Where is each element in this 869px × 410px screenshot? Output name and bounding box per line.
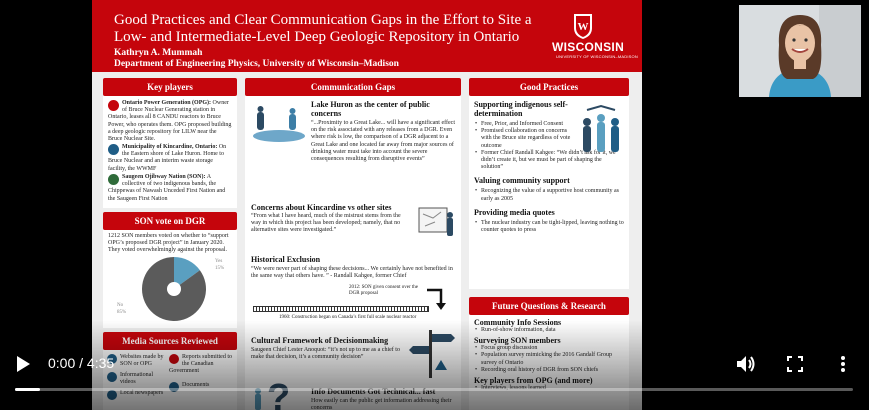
son-vote-text: 1212 SON members voted on whether to “su… (108, 233, 229, 254)
more-options-button[interactable] (830, 351, 856, 377)
key-player-son-text: A collective of two indigenous bands, th… (108, 174, 226, 202)
lake-huron-quote: “...Proximity to a Great Lake... will ha… (311, 120, 457, 163)
list-item: Free, Prior, and Informed Consent (474, 121, 578, 128)
timeline-1960-label: 1960: Construction began on Canada’s fir… (279, 315, 417, 320)
play-icon (17, 356, 30, 372)
good-practices-panel: Supporting indigenous self-determination… (469, 96, 629, 289)
son-vote-pie-chart (142, 257, 206, 321)
fullscreen-icon (787, 356, 803, 372)
key-player-son-name: Saugeen Ojibway Nation (SON): (122, 174, 206, 180)
presenter-avatar (739, 5, 861, 97)
timeline-bar (253, 306, 429, 312)
key-player-kincardine-name: Municipality of Kincardine, Ontario: (122, 144, 218, 150)
progress-bar[interactable] (15, 388, 853, 391)
son-vote-banner: SON vote on DGR (103, 212, 237, 230)
time-display: 0:00 / 4:35 (48, 355, 114, 371)
key-player-son: Saugeen Ojibway Nation (SON): A collecti… (108, 174, 232, 203)
opg-logo-icon (108, 100, 119, 111)
controls-gradient (0, 320, 869, 410)
key-player-opg-text: Owner of Bruce Nuclear Generating statio… (108, 100, 232, 143)
pie-center (167, 282, 181, 296)
play-button[interactable] (10, 351, 36, 377)
self-determination-list: Free, Prior, and Informed Consent Promis… (474, 121, 616, 171)
historical-quote: “We were never part of shaping these dec… (251, 266, 453, 280)
map-illustration-icon (418, 207, 453, 236)
poster-title-line-2: Low- and Intermediate-Level Deep Geologi… (114, 29, 520, 45)
poster-title: Good Practices and Clear Communication G… (114, 12, 544, 46)
list-item: The nuclear industry can be tight-lipped… (474, 220, 624, 234)
uw-crest-icon: W (574, 14, 592, 39)
son-vote-panel: 1212 SON members voted on whether to “su… (103, 230, 237, 328)
key-player-opg: Ontario Power Generation (OPG): Owner of… (108, 100, 232, 143)
kincardine-logo-icon (108, 144, 119, 155)
list-item: Recognizing the value of a supportive ho… (474, 188, 624, 202)
logo-subtext: UNIVERSITY OF WISCONSIN–MADISON (556, 54, 638, 59)
pie-slice-yes (174, 257, 200, 289)
poster-title-line-1: Good Practices and Clear Communication G… (114, 12, 532, 28)
key-player-opg-name: Ontario Power Generation (OPG): (122, 100, 212, 106)
community-support-list: Recognizing the value of a supportive ho… (474, 188, 624, 202)
pie-yes-pct: 15% (215, 266, 225, 272)
progress-fill (15, 388, 41, 391)
logo-wordmark: WISCONSIN (552, 40, 625, 54)
key-player-kincardine-text: On the Eastern shore of Lake Huron. Home… (108, 144, 227, 172)
lake-huron-heading: Lake Huron as the center of public conce… (311, 100, 430, 118)
poster-department: Department of Engineering Physics, Unive… (114, 59, 399, 69)
media-quotes-heading: Providing media quotes (474, 207, 555, 217)
list-item: Former Chief Randall Kahgee: “We didn’t … (474, 150, 624, 172)
list-item: Promised collaboration on concerns with … (474, 128, 578, 150)
current-time: 0:00 (48, 355, 76, 371)
volume-icon (737, 356, 755, 372)
svg-text:W: W (578, 21, 589, 33)
more-vert-icon (841, 356, 845, 372)
team-illustration-icon (583, 104, 619, 152)
key-players-panel: Ontario Power Generation (OPG): Owner of… (103, 96, 237, 208)
timeline-2012-label: 2012: SON given consent over the DGR pro… (349, 285, 419, 296)
community-support-heading: Valuing community support (474, 176, 570, 186)
pie-no-label: No 85% (117, 302, 126, 316)
timeline-arrow-icon (427, 288, 446, 310)
key-player-kincardine: Municipality of Kincardine, Ontario: On … (108, 144, 232, 173)
kincardine-quote: “From what I have heard, much of the mis… (251, 213, 401, 234)
poster-header: Good Practices and Clear Communication G… (92, 0, 642, 72)
good-practices-banner: Good Practices (469, 78, 629, 96)
poster-author: Kathryn A. Mummah (114, 48, 203, 58)
future-questions-banner: Future Questions & Research (469, 297, 629, 315)
volume-button[interactable] (733, 351, 759, 377)
key-players-banner: Key players (103, 78, 237, 96)
communication-gaps-banner: Communication Gaps (245, 78, 461, 96)
lake-illustration-icon (253, 106, 305, 142)
presenter-webcam (739, 5, 861, 97)
pie-no-label-text: No (117, 303, 124, 308)
kincardine-heading: Concerns about Kincardine vs other sites (251, 203, 392, 212)
media-quotes-list: The nuclear industry can be tight-lipped… (474, 220, 624, 234)
fullscreen-button[interactable] (782, 351, 808, 377)
pie-yes-label: Yes 15% (215, 258, 224, 272)
pie-yes-label-text: Yes (215, 259, 223, 264)
self-determination-heading: Supporting indigenous self-determination (474, 100, 568, 118)
son-logo-icon (108, 174, 119, 185)
duration: 4:35 (86, 355, 115, 371)
pie-no-pct: 85% (117, 310, 127, 316)
time-separator: / (79, 355, 84, 371)
historical-heading: Historical Exclusion (251, 255, 321, 264)
lake-huron-quote-text: “...Proximity to a Great Lake... will ha… (311, 120, 456, 163)
